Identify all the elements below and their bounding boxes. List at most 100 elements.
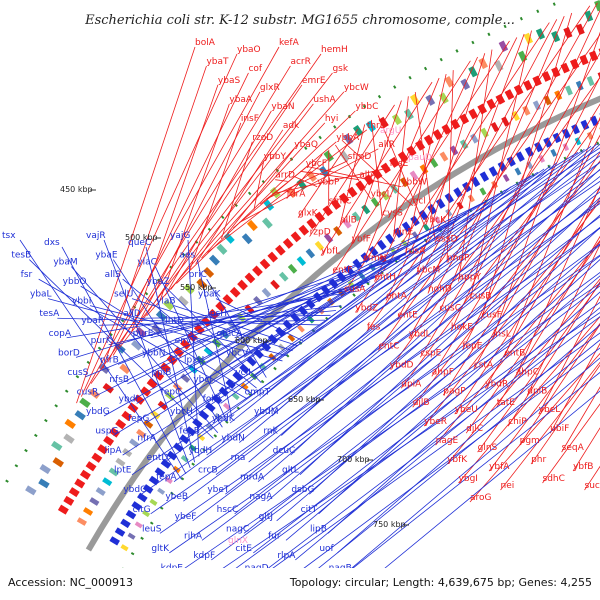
gene-label-ybdL: ybdL [409, 329, 431, 339]
gene-label-pgm: pgm [520, 436, 540, 446]
gene-label-ybaE: ybaE [95, 251, 118, 261]
category-block [323, 233, 334, 244]
reverse-gene-arrow [524, 146, 534, 158]
gene-label-nfsB: nfsB [109, 375, 129, 385]
forward-gene-arrow [355, 180, 366, 192]
gene-label-allB: allB [340, 216, 357, 226]
gene-label-ybfB: ybfB [573, 462, 593, 472]
gene-label-tesA: tesA [39, 309, 60, 319]
category-block [231, 392, 240, 401]
gene-label-cysS: cysS [382, 209, 403, 219]
gene-label-ybdO: ybdO [123, 485, 147, 495]
fwd-leader-line [500, 361, 600, 491]
fwd-leader-line [442, 151, 600, 396]
fwd-leader-line [414, 92, 436, 244]
inner-guide-ring [121, 140, 600, 571]
reverse-gene-arrow [173, 442, 184, 453]
forward-gene-arrow [146, 378, 158, 389]
fwd-leader-line [189, 122, 242, 270]
gene-label-glnS: glnS [478, 443, 498, 453]
gene-label-ycII: ycII [235, 368, 251, 378]
rev-leader-line [29, 259, 214, 439]
rev-leader-line [183, 191, 600, 502]
forward-gene-arrow [153, 370, 165, 381]
forward-gene-arrow [589, 50, 599, 62]
rev-leader-line [271, 347, 600, 593]
forward-gene-arrow [347, 186, 358, 198]
fwd-leader-line [496, 235, 600, 408]
gene-label-ybdH: ybdH [189, 446, 213, 456]
rev-leader-line [229, 332, 600, 600]
gene-label-hyi: hyi [325, 114, 339, 124]
gene-label-fes: fes [367, 322, 381, 332]
rev-leader-line [38, 278, 248, 400]
gene-label-purK: purK [91, 336, 113, 346]
category-block [196, 278, 208, 290]
gene-label-entB: entB [504, 348, 525, 358]
rev-leader-line [225, 200, 600, 495]
category-block [163, 299, 175, 311]
gene-label-ppiB: ppiB [151, 368, 171, 378]
gene-label-ybaA: ybaA [229, 95, 253, 105]
gene-label-entH: entH [375, 273, 397, 283]
gene-label-ybaK: ybaK [198, 290, 222, 300]
category-block [456, 201, 464, 210]
fwd-leader-line [484, 187, 600, 389]
gene-label-ybfA: ybfA [489, 462, 510, 472]
gene-label-nagA: nagA [249, 492, 273, 502]
reverse-gene-arrow [543, 137, 553, 148]
reverse-gene-arrow [418, 209, 429, 221]
forward-gene-arrow [159, 362, 171, 373]
category-block [180, 454, 189, 463]
category-block [223, 232, 235, 244]
gene-label-intD: intD [165, 316, 184, 326]
gene-label-kdpF: kdpF [193, 551, 215, 561]
gene-label-arrD: arrD [275, 171, 295, 181]
chromosome-backbone [85, 95, 600, 552]
category-block [422, 223, 430, 232]
gene-label-ybbO: ybbO [63, 277, 87, 287]
fwd-leader-line [439, 16, 565, 313]
gene-label-nagC: nagC [226, 524, 249, 534]
rev-leader-line [131, 298, 293, 352]
category-block [467, 194, 475, 203]
category-block [564, 85, 573, 96]
fwd-leader-line [450, 9, 600, 332]
rev-leader-line [304, 339, 600, 580]
reverse-gene-arrow [376, 239, 387, 251]
gene-label-fepG: fepG [128, 414, 149, 424]
reverse-gene-arrow [401, 221, 412, 232]
fwd-leader-line [227, 148, 295, 234]
rev-leader-line [337, 324, 600, 554]
rev-leader-line [71, 266, 219, 434]
category-block [64, 418, 76, 430]
category-block [108, 467, 119, 477]
fwd-leader-line [297, 128, 359, 218]
gene-label-gltL: gltL [282, 466, 299, 476]
fwd-leader-line [431, 103, 600, 377]
gene-label-ybbI: ybbI [72, 297, 91, 307]
category-block [227, 320, 238, 331]
gene-label-entE: entE [397, 310, 418, 320]
gene-label-ybcV: ybcV [226, 348, 249, 358]
reverse-gene-arrow [154, 467, 166, 477]
reverse-gene-arrow [142, 484, 154, 494]
category-block [490, 121, 500, 133]
fwd-leader-line [306, 165, 402, 188]
category-block [134, 521, 143, 529]
gene-label-ubiF: ubiF [550, 424, 569, 434]
forward-gene-arrow [275, 244, 286, 256]
category-block [287, 263, 298, 274]
gene-label-ushA: ushA [313, 95, 336, 105]
gene-label-ybaT: ybaT [206, 57, 229, 67]
category-block [409, 93, 420, 106]
gene-label-ybgI: ybgI [459, 474, 478, 484]
gene-label-ompT: ompT [245, 387, 271, 397]
category-block [102, 477, 113, 487]
rev-leader-line [173, 169, 600, 482]
category-block [203, 266, 215, 278]
reverse-gene-arrow [515, 151, 525, 162]
gene-label-ybaL: ybaL [30, 290, 52, 300]
rev-leader-line [215, 175, 600, 475]
reverse-gene-arrow [131, 501, 142, 511]
